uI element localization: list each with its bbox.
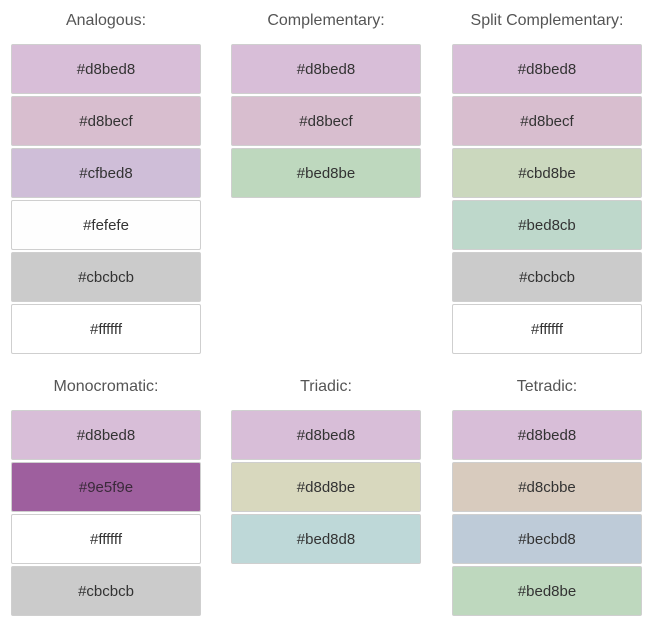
color-swatch[interactable]: #bed8cb	[452, 200, 642, 250]
color-swatch[interactable]: #cbcbcb	[452, 252, 642, 302]
monocromatic-group: Monocromatic: #d8bed8 #9e5f9e #ffffff #cbcbc…	[11, 376, 201, 616]
tetradic-group: Tetradic: #d8bed8 #d8cbbe #becbd8 #bed8be	[452, 376, 642, 616]
color-swatch[interactable]: #cbd8be	[452, 148, 642, 198]
tetradic-title: Tetradic:	[516, 378, 578, 395]
color-swatch[interactable]: #cbcbcb	[11, 252, 201, 302]
color-swatch[interactable]: #cbcbcb	[11, 566, 201, 616]
split-complementary-group: Split Complementary: #d8bed8 #d8becf #cbd8b…	[452, 10, 642, 354]
triadic-swatch-list: #d8bed8 #d8d8be #bed8d8	[231, 410, 421, 566]
color-swatch[interactable]: #becbd8	[452, 514, 642, 564]
color-swatch[interactable]: #d8bed8	[231, 410, 421, 460]
monocromatic-swatch-list: #d8bed8 #9e5f9e #ffffff #cbcbcb	[11, 410, 201, 618]
complementary-title: Complementary:	[267, 12, 385, 29]
color-swatch[interactable]: #d8bed8	[452, 44, 642, 94]
color-swatch[interactable]: #ffffff	[11, 304, 201, 354]
color-swatch[interactable]: #d8becf	[231, 96, 421, 146]
color-swatch[interactable]: #ffffff	[452, 304, 642, 354]
monocromatic-title: Monocromatic:	[53, 378, 159, 395]
color-swatch[interactable]: #ffffff	[11, 514, 201, 564]
color-swatch[interactable]: #d8bed8	[11, 44, 201, 94]
color-swatch[interactable]: #d8bed8	[11, 410, 201, 460]
color-swatch[interactable]: #d8bed8	[231, 44, 421, 94]
triadic-title: Triadic:	[300, 378, 352, 395]
color-swatch[interactable]: #cfbed8	[11, 148, 201, 198]
color-swatch[interactable]: #d8bed8	[452, 410, 642, 460]
color-swatch[interactable]: #9e5f9e	[11, 462, 201, 512]
analogous-title: Analogous:	[65, 12, 147, 29]
split-complementary-swatch-list: #d8bed8 #d8becf #cbd8be #bed8cb #cbcbcb #ffff…	[452, 44, 642, 356]
color-swatch[interactable]: #bed8be	[231, 148, 421, 198]
color-swatch[interactable]: #d8becf	[452, 96, 642, 146]
complementary-swatch-list: #d8bed8 #d8becf #bed8be	[231, 44, 421, 200]
color-swatch[interactable]: #fefefe	[11, 200, 201, 250]
triadic-group: Triadic: #d8bed8 #d8d8be #bed8d8	[231, 376, 421, 564]
color-swatch[interactable]: #bed8d8	[231, 514, 421, 564]
analogous-group: Analogous: #d8bed8 #d8becf #cfbed8 #fefefe #c…	[11, 10, 201, 354]
color-swatch[interactable]: #d8cbbe	[452, 462, 642, 512]
tetradic-swatch-list: #d8bed8 #d8cbbe #becbd8 #bed8be	[452, 410, 642, 618]
color-swatch[interactable]: #bed8be	[452, 566, 642, 616]
color-swatch[interactable]: #d8becf	[11, 96, 201, 146]
color-swatch[interactable]: #d8d8be	[231, 462, 421, 512]
complementary-group: Complementary: #d8bed8 #d8becf #bed8be	[231, 10, 421, 198]
split-complementary-title: Split Complementary:	[470, 12, 624, 29]
analogous-swatch-list: #d8bed8 #d8becf #cfbed8 #fefefe #cbcbcb #ffff…	[11, 44, 201, 356]
